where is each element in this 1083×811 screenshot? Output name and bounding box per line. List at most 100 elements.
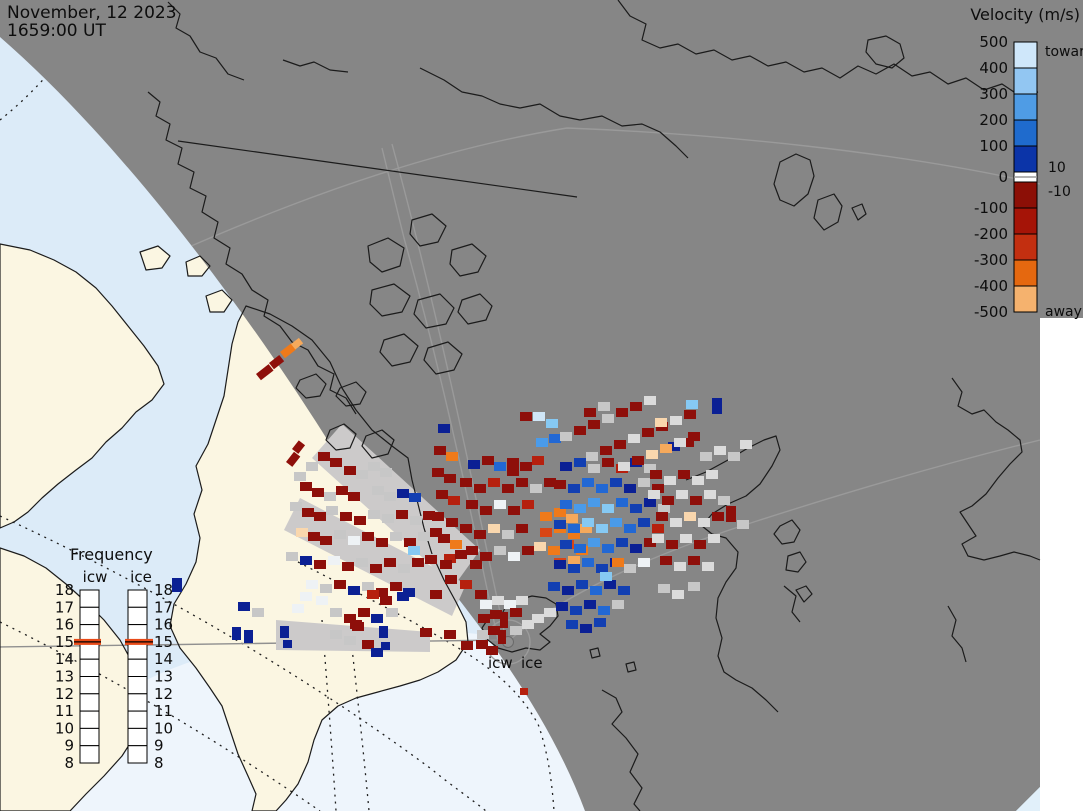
velocity-cell: [280, 626, 289, 638]
velocity-cell: [574, 458, 586, 467]
velocity-cell: [642, 428, 654, 437]
velocity-cell: [590, 586, 602, 595]
velocity-cell: [650, 470, 662, 479]
velocity-cell: [354, 516, 366, 525]
velocity-cell: [404, 538, 416, 547]
velocity-cell: [580, 624, 592, 633]
velocity-cell: [330, 458, 342, 467]
velocity-cell: [348, 536, 360, 545]
velocity-cell: [362, 640, 374, 649]
velocity-cell: [586, 452, 598, 461]
velocity-cell: [624, 524, 636, 533]
velocity-cell: [455, 550, 467, 559]
velocity-tick: -100: [974, 199, 1008, 217]
velocity-cell: [698, 518, 710, 527]
velocity-cell: [482, 456, 494, 465]
velocity-cell: [300, 482, 312, 491]
velocity-cell: [708, 534, 720, 543]
velocity-cell: [712, 512, 724, 521]
frequency-cell: [128, 607, 147, 624]
velocity-cell: [430, 590, 442, 599]
velocity-cell: [570, 606, 582, 615]
frequency-tick-right: 10: [154, 719, 173, 737]
superdarn-map: icw ice November, 12 2023 1659:00 UT Vel…: [0, 0, 1083, 811]
velocity-cell: [494, 500, 506, 509]
velocity-tick: 0: [998, 168, 1008, 186]
velocity-cell: [448, 496, 460, 505]
velocity-cell: [582, 478, 594, 487]
velocity-cell: [475, 590, 487, 599]
velocity-cell: [596, 484, 608, 493]
velocity-cell: [348, 492, 360, 501]
velocity-cell: [372, 486, 384, 495]
velocity-cell: [662, 496, 674, 505]
velocity-cell: [314, 560, 326, 569]
velocity-cell: [348, 586, 360, 595]
frequency-cell: [128, 694, 147, 711]
velocity-cell: [688, 432, 700, 441]
velocity-cell: [624, 564, 636, 573]
velocity-cell: [618, 462, 630, 471]
velocity-cell: [728, 452, 740, 461]
velocity-cell: [450, 540, 462, 549]
velocity-tick: 500: [979, 33, 1008, 51]
pos-threshold-label: 10: [1048, 160, 1066, 176]
velocity-cell: [516, 596, 528, 605]
velocity-cell: [390, 582, 402, 591]
velocity-cell: [602, 504, 614, 513]
velocity-cell: [460, 524, 472, 533]
colorbar-segment: [1014, 286, 1037, 312]
velocity-cell: [655, 418, 667, 427]
velocity-cell: [520, 688, 528, 695]
velocity-cell: [568, 484, 580, 493]
velocity-cell: [602, 414, 614, 423]
velocity-cell: [598, 606, 610, 615]
frequency-tick-left: 13: [55, 668, 74, 686]
velocity-cell: [600, 446, 612, 455]
frequency-tick-right: 9: [154, 737, 164, 755]
velocity-cell: [344, 636, 356, 645]
colorbar-segment: [1014, 182, 1037, 208]
velocity-cell: [432, 468, 444, 477]
velocity-cell: [432, 512, 444, 521]
velocity-cell: [684, 410, 696, 419]
frequency-cell: [80, 728, 99, 745]
velocity-cell: [330, 608, 342, 617]
velocity-cell: [502, 484, 514, 493]
velocity-cell: [470, 560, 482, 569]
colorbar-segment: [1014, 260, 1037, 286]
frequency-cell: [80, 694, 99, 711]
velocity-cell: [584, 600, 596, 609]
velocity-cell: [562, 586, 574, 595]
velocity-cell: [616, 538, 628, 547]
velocity-cell: [466, 500, 478, 509]
velocity-cell: [540, 512, 552, 521]
colorbar-segment: [1014, 94, 1037, 120]
velocity-cell: [658, 504, 670, 513]
frequency-tick-right: 15: [154, 633, 173, 651]
frequency-tick-right: 16: [154, 616, 173, 634]
velocity-tick: 200: [979, 111, 1008, 129]
frequency-tick-right: 17: [154, 598, 173, 616]
velocity-cell: [520, 462, 532, 471]
velocity-cell: [686, 400, 698, 409]
velocity-cell: [306, 580, 318, 589]
velocity-cell: [362, 582, 374, 591]
velocity-cell: [584, 408, 596, 417]
away-label: away: [1045, 304, 1082, 320]
velocity-cell: [466, 546, 478, 555]
velocity-cell: [594, 618, 606, 627]
velocity-cell: [644, 498, 656, 507]
frequency-tick-right: 14: [154, 650, 173, 668]
velocity-cell: [560, 432, 572, 441]
velocity-cell: [252, 608, 264, 617]
velocity-cell: [508, 506, 520, 515]
velocity-cell: [418, 532, 430, 541]
frequency-tick-left: 11: [55, 702, 74, 720]
velocity-cell: [660, 556, 672, 565]
velocity-cell: [320, 536, 332, 545]
frequency-tick-left: 8: [64, 754, 74, 772]
velocity-tick: -500: [974, 303, 1008, 321]
frequency-tick-left: 17: [55, 598, 74, 616]
velocity-cell: [588, 464, 600, 473]
